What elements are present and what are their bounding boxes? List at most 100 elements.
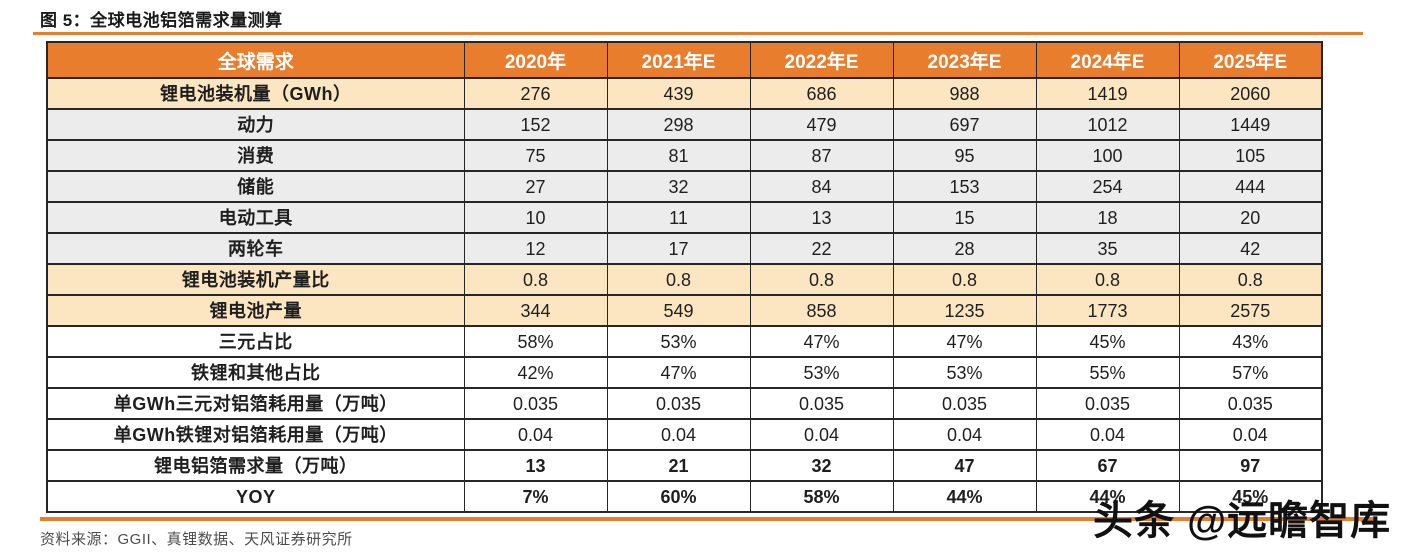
figure-title: 图 5：全球电池铝箔需求量测算	[40, 11, 283, 30]
value-cell: 58%	[463, 325, 607, 357]
value-cell: 254	[1035, 170, 1179, 202]
value-cell: 27	[463, 170, 607, 202]
value-cell: 1012	[1035, 108, 1179, 140]
value-cell: 988	[892, 77, 1036, 109]
value-cell: 22	[749, 232, 893, 264]
value-cell: 60%	[606, 480, 750, 512]
value-cell: 0.8	[749, 263, 893, 295]
value-cell: 7%	[463, 480, 607, 512]
value-cell: 55%	[1035, 356, 1179, 388]
value-cell: 100	[1035, 139, 1179, 171]
value-cell: 0.8	[1178, 263, 1322, 295]
value-cell: 153	[892, 170, 1036, 202]
value-cell: 47%	[749, 325, 893, 357]
value-cell: 13	[463, 449, 607, 481]
value-cell: 298	[606, 108, 750, 140]
value-cell: 1235	[892, 294, 1036, 326]
row-label-cell: 动力	[46, 108, 464, 140]
header-cell-year: 2020年	[463, 42, 607, 79]
value-cell: 97	[1178, 449, 1322, 481]
header-cell-year: 2023年E	[892, 42, 1036, 79]
row-label-cell: 铁锂和其他占比	[46, 356, 464, 388]
value-cell: 439	[606, 77, 750, 109]
value-cell: 697	[892, 108, 1036, 140]
value-cell: 2575	[1178, 294, 1322, 326]
value-cell: 42%	[463, 356, 607, 388]
value-cell: 53%	[749, 356, 893, 388]
value-cell: 15	[892, 201, 1036, 233]
value-cell: 1449	[1178, 108, 1322, 140]
value-cell: 84	[749, 170, 893, 202]
value-cell: 0.04	[606, 418, 750, 450]
value-cell: 44%	[892, 480, 1036, 512]
value-cell: 20	[1178, 201, 1322, 233]
value-cell: 35	[1035, 232, 1179, 264]
table-row: 动力 152 298 479 697 1012 1449	[46, 108, 1322, 140]
value-cell: 0.035	[1035, 387, 1179, 419]
row-label-cell: 锂电池装机产量比	[46, 263, 464, 295]
value-cell: 0.035	[463, 387, 607, 419]
row-label-cell: 两轮车	[46, 232, 464, 264]
value-cell: 58%	[749, 480, 893, 512]
table-row: 三元占比 58% 53% 47% 47% 45% 43%	[46, 325, 1322, 357]
value-cell: 47%	[606, 356, 750, 388]
table-row: 锂电池装机量（GWh） 276 439 686 988 1419 2060	[46, 77, 1322, 109]
table-row: 单GWh三元对铝箔耗用量（万吨） 0.035 0.035 0.035 0.035 0.03…	[46, 387, 1322, 419]
demand-table: 全球需求 2020年 2021年E 2022年E 2023年E 2024年E 2025年E …	[46, 41, 1323, 513]
table-row: YOY 7% 60% 58% 44% 44% 45%	[46, 480, 1322, 512]
value-cell: 75	[463, 139, 607, 171]
value-cell: 0.04	[463, 418, 607, 450]
row-label-cell: 电动工具	[46, 201, 464, 233]
value-cell: 42	[1178, 232, 1322, 264]
table-row: 储能 27 32 84 153 254 444	[46, 170, 1322, 202]
row-label-cell: 单GWh铁锂对铝箔耗用量（万吨）	[46, 418, 464, 450]
value-cell: 53%	[606, 325, 750, 357]
value-cell: 53%	[892, 356, 1036, 388]
header-cell-year: 2025年E	[1178, 42, 1322, 79]
table-row: 铁锂和其他占比 42% 47% 53% 53% 55% 57%	[46, 356, 1322, 388]
value-cell: 28	[892, 232, 1036, 264]
row-label-cell: 消费	[46, 139, 464, 171]
row-label-cell: 锂电池产量	[46, 294, 464, 326]
value-cell: 0.04	[892, 418, 1036, 450]
value-cell: 17	[606, 232, 750, 264]
value-cell: 43%	[1178, 325, 1322, 357]
row-label-cell: YOY	[46, 480, 464, 512]
value-cell: 0.035	[1178, 387, 1322, 419]
value-cell: 18	[1035, 201, 1179, 233]
value-cell: 858	[749, 294, 893, 326]
header-cell-year: 2021年E	[606, 42, 750, 79]
value-cell: 95	[892, 139, 1036, 171]
value-cell: 0.04	[1178, 418, 1322, 450]
value-cell: 10	[463, 201, 607, 233]
value-cell: 0.8	[463, 263, 607, 295]
row-label-cell: 锂电池装机量（GWh）	[46, 77, 464, 109]
value-cell: 344	[463, 294, 607, 326]
value-cell: 444	[1178, 170, 1322, 202]
value-cell: 32	[606, 170, 750, 202]
value-cell: 105	[1178, 139, 1322, 171]
value-cell: 45%	[1178, 480, 1322, 512]
row-label-cell: 储能	[46, 170, 464, 202]
table-row: 锂电池装机产量比 0.8 0.8 0.8 0.8 0.8 0.8	[46, 263, 1322, 295]
row-label-cell: 锂电铝箔需求量（万吨）	[46, 449, 464, 481]
value-cell: 13	[749, 201, 893, 233]
source-note: 资料来源：GGII、真锂数据、天风证券研究所	[40, 531, 353, 548]
value-cell: 11	[606, 201, 750, 233]
table-row: 单GWh铁锂对铝箔耗用量（万吨） 0.04 0.04 0.04 0.04 0.04 0.04	[46, 418, 1322, 450]
table-row: 两轮车 12 17 22 28 35 42	[46, 232, 1322, 264]
value-cell: 67	[1035, 449, 1179, 481]
table-header-row: 全球需求 2020年 2021年E 2022年E 2023年E 2024年E 2025年E	[46, 42, 1322, 79]
value-cell: 0.8	[606, 263, 750, 295]
value-cell: 1773	[1035, 294, 1179, 326]
title-underline-rule	[33, 32, 1363, 35]
value-cell: 32	[749, 449, 893, 481]
header-cell-label: 全球需求	[46, 42, 464, 79]
table-row: 锂电池产量 344 549 858 1235 1773 2575	[46, 294, 1322, 326]
value-cell: 87	[749, 139, 893, 171]
row-label-cell: 单GWh三元对铝箔耗用量（万吨）	[46, 387, 464, 419]
value-cell: 0.8	[892, 263, 1036, 295]
value-cell: 47	[892, 449, 1036, 481]
value-cell: 81	[606, 139, 750, 171]
row-label-cell: 三元占比	[46, 325, 464, 357]
